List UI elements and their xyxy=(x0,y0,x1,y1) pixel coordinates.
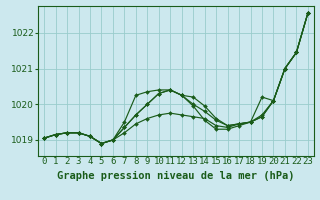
X-axis label: Graphe pression niveau de la mer (hPa): Graphe pression niveau de la mer (hPa) xyxy=(57,171,295,181)
